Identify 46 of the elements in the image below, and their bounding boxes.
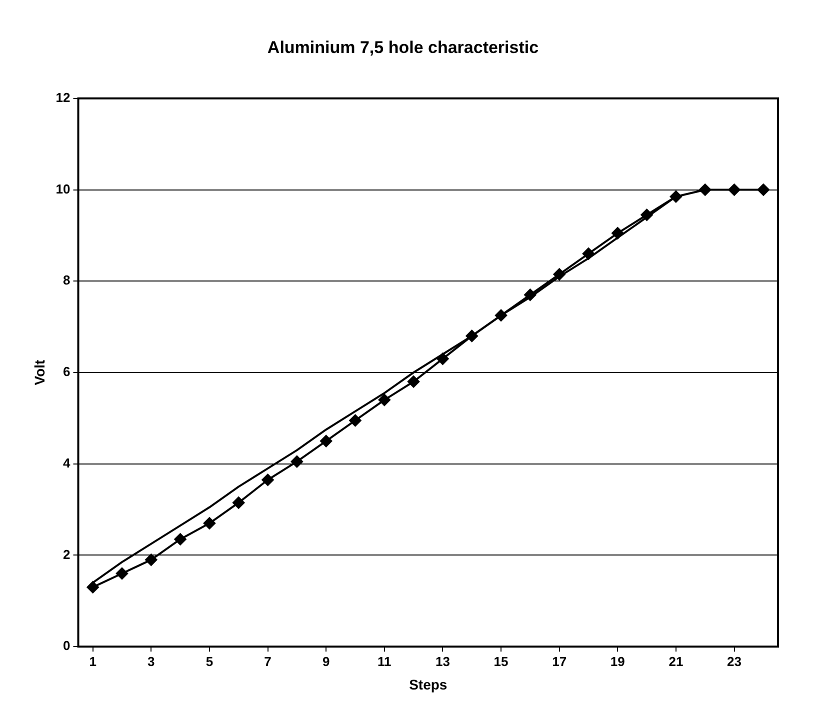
- point: [408, 376, 420, 388]
- point: [612, 227, 624, 240]
- x-tick-label: 13: [435, 654, 450, 669]
- point: [640, 208, 653, 221]
- point: [378, 394, 390, 406]
- chart-title: Aluminium 7,5 hole characteristic: [267, 38, 539, 57]
- point: [349, 414, 362, 426]
- y-tick-label: 10: [56, 181, 70, 196]
- x-tick-label: 9: [322, 654, 330, 669]
- point: [262, 474, 274, 486]
- point: [86, 581, 99, 594]
- point: [145, 554, 158, 566]
- x-tick-label: 5: [206, 654, 214, 669]
- point: [116, 568, 128, 580]
- x-tick-label: 15: [494, 654, 508, 669]
- x-tick-label: 17: [552, 654, 567, 669]
- x-tick-label: 11: [378, 654, 392, 669]
- x-tick-label: 19: [610, 654, 625, 669]
- x-tick-label: 7: [264, 654, 272, 669]
- point: [495, 309, 508, 322]
- point: [582, 248, 594, 260]
- point: [757, 184, 770, 196]
- y-tick-label: 8: [63, 272, 70, 288]
- point: [174, 533, 186, 546]
- y-tick-label: 4: [63, 455, 72, 470]
- point: [320, 435, 332, 448]
- x-tick-label: 1: [89, 654, 96, 669]
- point: [699, 184, 712, 196]
- point: [203, 517, 216, 530]
- x-tick-label: 21: [668, 654, 684, 669]
- point: [436, 352, 449, 365]
- y-tick-label: 0: [63, 638, 70, 654]
- point: [728, 184, 740, 196]
- point: [232, 496, 245, 509]
- y-tick-label: 2: [63, 546, 70, 562]
- point: [553, 268, 566, 280]
- y-tick-label: 6: [63, 364, 70, 380]
- point: [524, 288, 536, 301]
- y-tick-label: 12: [56, 90, 70, 105]
- point: [670, 190, 682, 203]
- x-tick-label: 23: [727, 654, 742, 669]
- x-tick-label: 3: [148, 654, 155, 669]
- point: [290, 456, 303, 468]
- y-axis-title: Volt: [31, 359, 48, 386]
- point: [466, 330, 478, 342]
- x-axis-title: Steps: [409, 676, 448, 692]
